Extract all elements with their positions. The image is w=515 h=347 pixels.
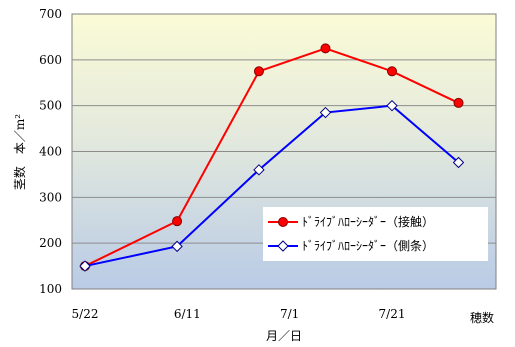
y-tick-label: 500 [39,99,62,113]
data-point [387,66,397,77]
x-tick-label: 5/22 [72,307,99,321]
y-tick-label: 100 [39,282,62,296]
data-point [253,164,265,176]
data-point [386,99,398,112]
data-point [453,97,464,108]
y-tick-label: 700 [39,7,62,21]
series-line [84,104,460,268]
y-tick-label: 300 [39,190,62,204]
x-tick-label: 7/1 [280,307,299,321]
legend: ﾄﾞﾗｲﾌﾞﾊﾛｰｼｰﾀﾞｰ（接触） ﾄﾞﾗｲﾌﾞﾊﾛｰｼｰﾀﾞｰ（側条） [263,207,488,261]
legend-label: ﾄﾞﾗｲﾌﾞﾊﾛｰｼｰﾀﾞｰ（側条） [302,239,434,253]
data-point [452,156,465,169]
x-tick-labels: 5/22 6/11 7/1 7/21 [72,307,406,321]
data-point [319,106,332,119]
data-point [171,240,183,253]
series-layer [79,43,465,272]
data-point [253,66,264,77]
y-tick-label: 400 [39,145,62,159]
series-line [84,47,459,267]
y-axis-title: 茎数 本／m² [12,114,27,190]
legend-marker [278,217,288,227]
y-tick-label: 200 [39,236,62,250]
legend-label: ﾄﾞﾗｲﾌﾞﾊﾛｰｼｰﾀﾞｰ（接触） [302,214,434,229]
x-axis-title: 月／日 [266,329,302,343]
x-tick-label: 6/11 [174,307,201,321]
extra-label: 穂数 [470,310,494,325]
y-tick-labels: 100 200 300 400 500 600 700 [39,7,62,296]
legend-box [263,207,488,261]
legend-marker [277,240,289,252]
data-point [79,260,91,272]
data-point [172,216,183,227]
data-point [320,43,331,54]
x-tick-label: 7/21 [379,307,406,321]
y-tick-label: 600 [39,53,62,67]
